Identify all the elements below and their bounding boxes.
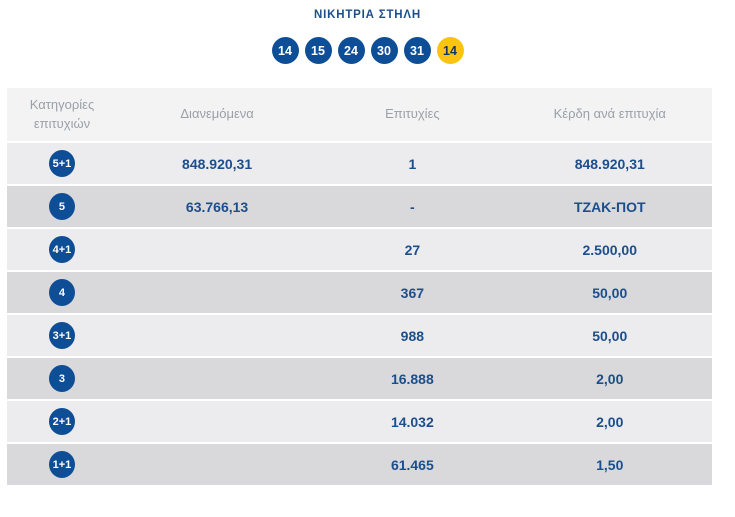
number-ball: 14 [271, 37, 299, 64]
table-row: 3+1 988 50,00 [7, 315, 712, 356]
prize-per-winner: 50,00 [592, 284, 628, 301]
category-badge: 5 [48, 193, 75, 220]
column-header-prize: Κέρδη ανά επιτυχία [553, 106, 666, 122]
winners-count: 27 [404, 241, 421, 258]
table-header-row: Κατηγορίες επιτυχιών Διανεμόμενα Επιτυχί… [7, 88, 712, 141]
prize-per-winner: 1,50 [596, 456, 624, 473]
column-header-categories: Κατηγορίες επιτυχιών [29, 97, 95, 131]
joker-ball: 14 [436, 37, 464, 64]
winners-count: 988 [400, 327, 425, 344]
prize-per-winner: ΤΖΑΚ-ΠΟΤ [573, 198, 646, 215]
prize-per-winner: 2,00 [596, 370, 624, 387]
table-row: 5+1 848.920,31 1 848.920,31 [7, 143, 712, 184]
table-row: 4+1 27 2.500,00 [7, 229, 712, 270]
category-badge: 3+1 [48, 322, 75, 349]
winning-column-section: ΝΙΚΗΤΡΙΑ ΣΤΗΛΗ 14 15 24 30 31 14 [0, 0, 735, 64]
table-body: 5+1 848.920,31 1 848.920,31 5 63.766,13 … [7, 143, 712, 485]
category-badge: 4+1 [48, 236, 75, 263]
table-row: 1+1 61.465 1,50 [7, 444, 712, 485]
column-header-distributed: Διανεμόμενα [180, 106, 254, 122]
prize-per-winner: 2,00 [596, 413, 624, 430]
table-row: 5 63.766,13 - ΤΖΑΚ-ΠΟΤ [7, 186, 712, 227]
prize-per-winner: 50,00 [592, 327, 628, 344]
winners-count: 367 [400, 284, 425, 301]
page-title: ΝΙΚΗΤΡΙΑ ΣΤΗΛΗ [314, 9, 421, 21]
column-header-winners: Επιτυχίες [385, 106, 440, 122]
winners-count: 16.888 [390, 370, 434, 387]
number-ball: 31 [403, 37, 431, 64]
number-ball: 15 [304, 37, 332, 64]
category-badge: 5+1 [48, 150, 75, 177]
prize-per-winner: 848.920,31 [574, 155, 645, 172]
category-badge: 3 [48, 365, 75, 392]
number-ball: 24 [337, 37, 365, 64]
category-badge: 1+1 [48, 451, 75, 478]
table-row: 3 16.888 2,00 [7, 358, 712, 399]
distributed-amount: 848.920,31 [182, 155, 253, 172]
winners-count: 1 [408, 155, 417, 172]
table-row: 2+1 14.032 2,00 [7, 401, 712, 442]
category-badge: 4 [48, 279, 75, 306]
winners-count: 14.032 [390, 413, 434, 430]
prize-categories-table: Κατηγορίες επιτυχιών Διανεμόμενα Επιτυχί… [7, 88, 712, 485]
table-row: 4 367 50,00 [7, 272, 712, 313]
category-badge: 2+1 [48, 408, 75, 435]
winners-count: 61.465 [390, 456, 434, 473]
drawn-numbers-row: 14 15 24 30 31 14 [0, 37, 735, 64]
prize-per-winner: 2.500,00 [582, 241, 638, 258]
number-ball: 30 [370, 37, 398, 64]
distributed-amount: 63.766,13 [185, 198, 249, 215]
winners-count: - [410, 198, 415, 215]
